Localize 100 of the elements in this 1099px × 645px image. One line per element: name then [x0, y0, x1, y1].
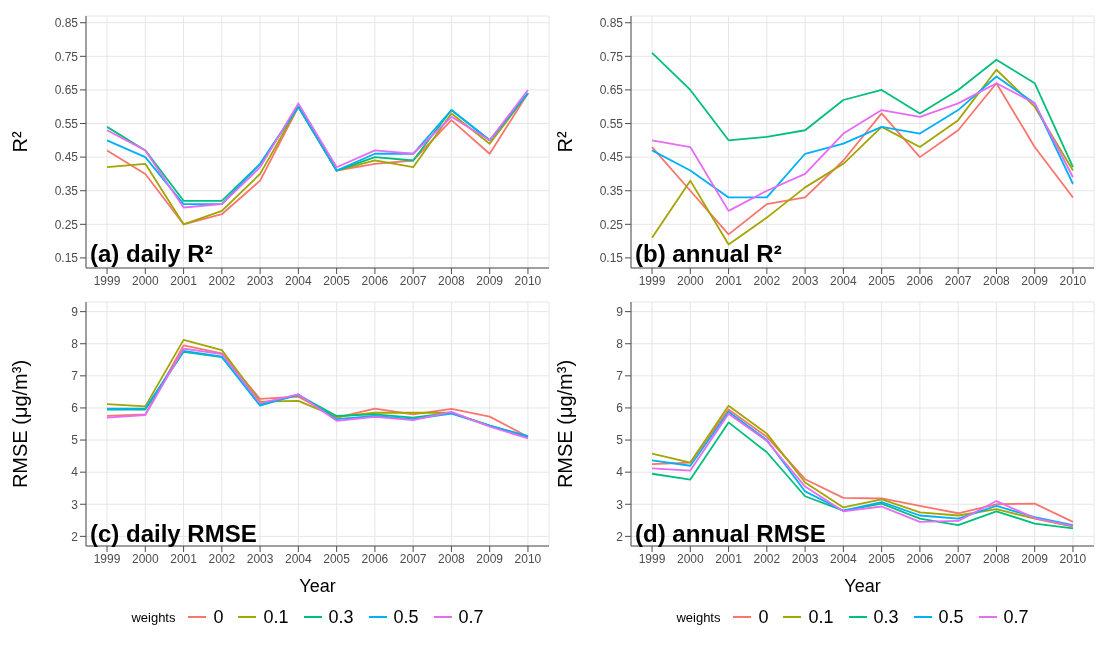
y-axis-title: RMSE (μg/m³)	[9, 359, 32, 489]
x-tick-label: 2006	[361, 273, 389, 288]
x-tick-label: 2000	[676, 551, 704, 566]
y-axis-title: R²	[9, 131, 32, 153]
text: (c) daily RMSE	[90, 520, 257, 548]
x-tick-label: 2007	[944, 273, 972, 288]
x-tick-label: 2007	[399, 273, 427, 288]
y-tick-label: 7	[616, 369, 624, 384]
x-tick-label: 1999	[93, 273, 121, 288]
y-tick-label: 0.45	[599, 150, 624, 165]
y-tick-label: 5	[616, 433, 624, 448]
y-tick-label: 0.15	[599, 251, 624, 266]
x-tick-label: 2010	[514, 551, 542, 566]
legend-title: weights	[131, 609, 176, 625]
x-tick-label: 2002	[753, 273, 781, 288]
legend-label: 0	[213, 606, 224, 628]
y-tick-label: 0.25	[54, 217, 79, 232]
x-axis-title: Year	[299, 576, 336, 596]
y-tick-label: 2	[71, 529, 79, 544]
x-tick-label: 2007	[399, 551, 427, 566]
y-tick-label: 6	[71, 401, 79, 416]
x-tick-label: 2005	[868, 551, 896, 566]
x-tick-label: 2005	[323, 273, 351, 288]
text: (b) annual R²	[635, 240, 782, 268]
y-tick-label: 5	[71, 433, 79, 448]
y-tick-label: 8	[616, 337, 624, 351]
x-tick-label: 2010	[1059, 551, 1087, 566]
x-tick-label: 2008	[438, 273, 466, 288]
legend-label: 0.5	[393, 606, 419, 628]
x-tick-label: 1999	[638, 551, 666, 566]
x-tick-label: 2004	[830, 551, 858, 566]
y-tick-label: 0.65	[54, 83, 79, 98]
x-tick-label: 2004	[285, 273, 313, 288]
y-tick-label: 3	[616, 497, 624, 512]
x-axis-title: Year	[844, 576, 881, 596]
x-tick-label: 2003	[791, 551, 819, 566]
x-tick-label: 2001	[170, 551, 198, 566]
x-tick-label: 2002	[208, 273, 236, 288]
x-tick-label: 2004	[830, 273, 858, 288]
x-tick-label: 2009	[1021, 273, 1049, 288]
y-tick-label: 4	[71, 465, 79, 480]
x-tick-label: 2006	[361, 551, 389, 566]
y-tick-label: 4	[616, 465, 624, 480]
y-tick-label: 0.55	[54, 116, 79, 131]
x-tick-label: 2009	[476, 551, 504, 566]
legend-label: 0.7	[1003, 606, 1029, 628]
x-tick-label: 2008	[983, 273, 1011, 288]
text: (d) annual RMSE	[635, 520, 826, 548]
x-tick-label: 2004	[285, 551, 313, 566]
y-tick-label: 0.35	[54, 183, 79, 198]
legend-label: 0.3	[873, 606, 899, 628]
x-tick-label: 2000	[131, 551, 159, 566]
y-tick-label: 2	[616, 529, 624, 544]
y-tick-label: 0.85	[599, 15, 624, 30]
x-tick-label: 2000	[676, 273, 704, 288]
x-tick-label: 2002	[753, 551, 781, 566]
x-tick-label: 2008	[438, 551, 466, 566]
x-tick-label: 2010	[1059, 273, 1087, 288]
y-tick-label: 3	[71, 497, 79, 512]
y-tick-label: 0.65	[599, 83, 624, 98]
x-tick-label: 2006	[906, 551, 934, 566]
legend-label: 0	[758, 606, 769, 628]
y-tick-label: 0.75	[599, 49, 624, 64]
x-tick-label: 2009	[1021, 551, 1049, 566]
y-tick-label: 0.55	[599, 116, 624, 131]
x-tick-label: 2007	[944, 551, 972, 566]
y-tick-label: 9	[616, 304, 624, 319]
x-tick-label: 2005	[323, 551, 351, 566]
x-tick-label: 1999	[93, 551, 121, 566]
y-axis-title: R²	[554, 131, 577, 153]
y-tick-label: 0.75	[54, 49, 79, 64]
x-tick-label: 2003	[246, 551, 274, 566]
y-tick-label: 6	[616, 401, 624, 416]
legend-label: 0.1	[808, 606, 834, 628]
legend-title: weights	[676, 609, 721, 625]
legend-label: 0.3	[328, 606, 354, 628]
line-series	[651, 52, 1074, 169]
y-tick-label: 0.45	[54, 150, 79, 165]
x-tick-label: 2005	[868, 273, 896, 288]
x-tick-label: 2006	[906, 273, 934, 288]
x-tick-label: 2003	[791, 273, 819, 288]
x-tick-label: 1999	[638, 273, 666, 288]
y-tick-label: 0.15	[54, 251, 79, 266]
y-tick-label: 9	[71, 304, 79, 319]
legend-label: 0.1	[263, 606, 289, 628]
y-tick-label: 7	[71, 369, 79, 384]
y-axis-title: RMSE (μg/m³)	[554, 359, 577, 489]
x-tick-label: 2001	[170, 273, 198, 288]
y-tick-label: 8	[71, 337, 79, 351]
x-tick-label: 2001	[715, 551, 743, 566]
x-tick-label: 2003	[246, 273, 274, 288]
y-tick-label: 0.25	[599, 217, 624, 232]
x-tick-label: 2009	[476, 273, 504, 288]
x-tick-label: 2000	[131, 273, 159, 288]
text: (a) daily R²	[90, 240, 213, 268]
x-tick-label: 2001	[715, 273, 743, 288]
legend-label: 0.7	[458, 606, 484, 628]
x-tick-label: 2010	[514, 273, 542, 288]
legend-label: 0.5	[938, 606, 964, 628]
x-tick-label: 2008	[983, 551, 1011, 566]
